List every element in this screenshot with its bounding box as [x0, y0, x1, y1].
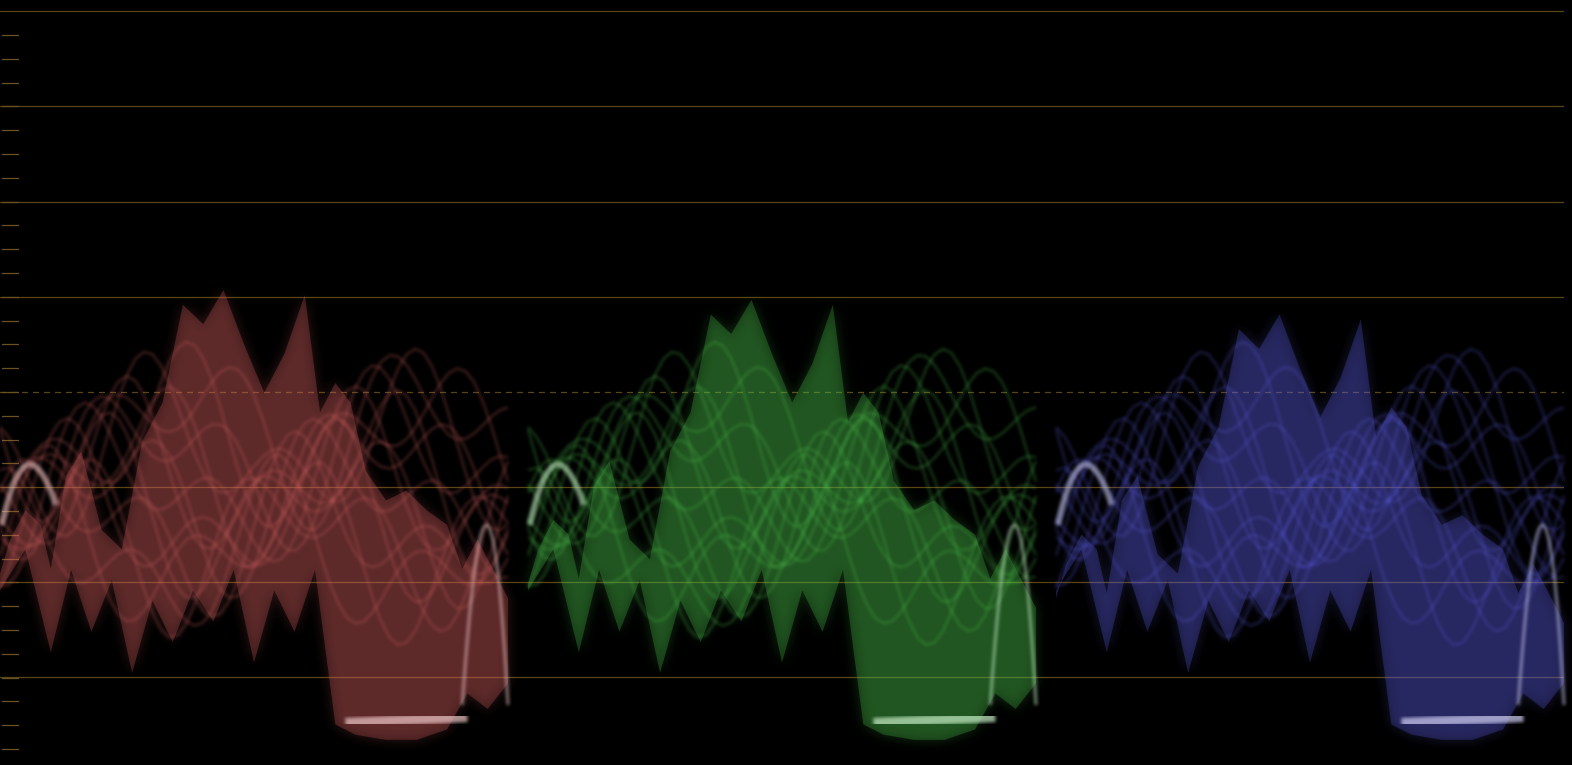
- parade-red-left-arch: [0, 461, 59, 526]
- parade-blue-trace: [1055, 347, 1565, 537]
- parade-blue-trace: [1055, 430, 1565, 618]
- parade-red-trace: [0, 340, 509, 528]
- parade-red-trace: [0, 453, 509, 627]
- parade-red-floor: [345, 712, 468, 728]
- parade-red-trace: [0, 430, 509, 618]
- parade-red-trace: [0, 384, 509, 587]
- parade-blue-left-arch: [1055, 461, 1115, 526]
- parade-blue-arch: [1516, 523, 1566, 706]
- parades: [0, 290, 1566, 740]
- parade-green-fill: [528, 299, 1036, 740]
- parade-green-left-arch: [527, 461, 587, 526]
- parade-green-trace: [527, 340, 1037, 528]
- parade-green-floor: [873, 712, 996, 728]
- parade-blue-trace: [1055, 411, 1565, 610]
- parade-red-trace: [0, 444, 509, 647]
- parade-blue-floor: [1401, 712, 1524, 728]
- parade-green-body: [528, 299, 1036, 740]
- parade-green-trace: [527, 417, 1037, 599]
- parade-green-trace: [527, 384, 1037, 587]
- parade-green-trace: [527, 453, 1037, 627]
- parade-red-trace: [0, 417, 509, 599]
- parade-green-trace: [527, 347, 1037, 537]
- parade-green-trace: [527, 444, 1037, 647]
- parade-red-fill: [0, 290, 508, 740]
- parade-blue: [1055, 314, 1566, 740]
- left-scale-ticks: [2, 34, 19, 751]
- parade-blue-trace: [1055, 444, 1565, 647]
- parade-blue-trace: [1055, 417, 1565, 599]
- parade-red-trace: [0, 347, 509, 537]
- parade-blue-trace: [1055, 453, 1565, 627]
- parade-green-arch: [988, 523, 1038, 706]
- parade-green: [527, 299, 1038, 740]
- parade-red-trace: [0, 411, 509, 610]
- parade-red: [0, 290, 510, 740]
- parade-red-arch: [460, 523, 510, 706]
- parade-green-trace: [527, 411, 1037, 610]
- parade-blue-trace: [1055, 384, 1565, 587]
- parade-red-body: [0, 290, 508, 740]
- parade-green-trace: [527, 430, 1037, 618]
- parade-blue-trace: [1055, 340, 1565, 528]
